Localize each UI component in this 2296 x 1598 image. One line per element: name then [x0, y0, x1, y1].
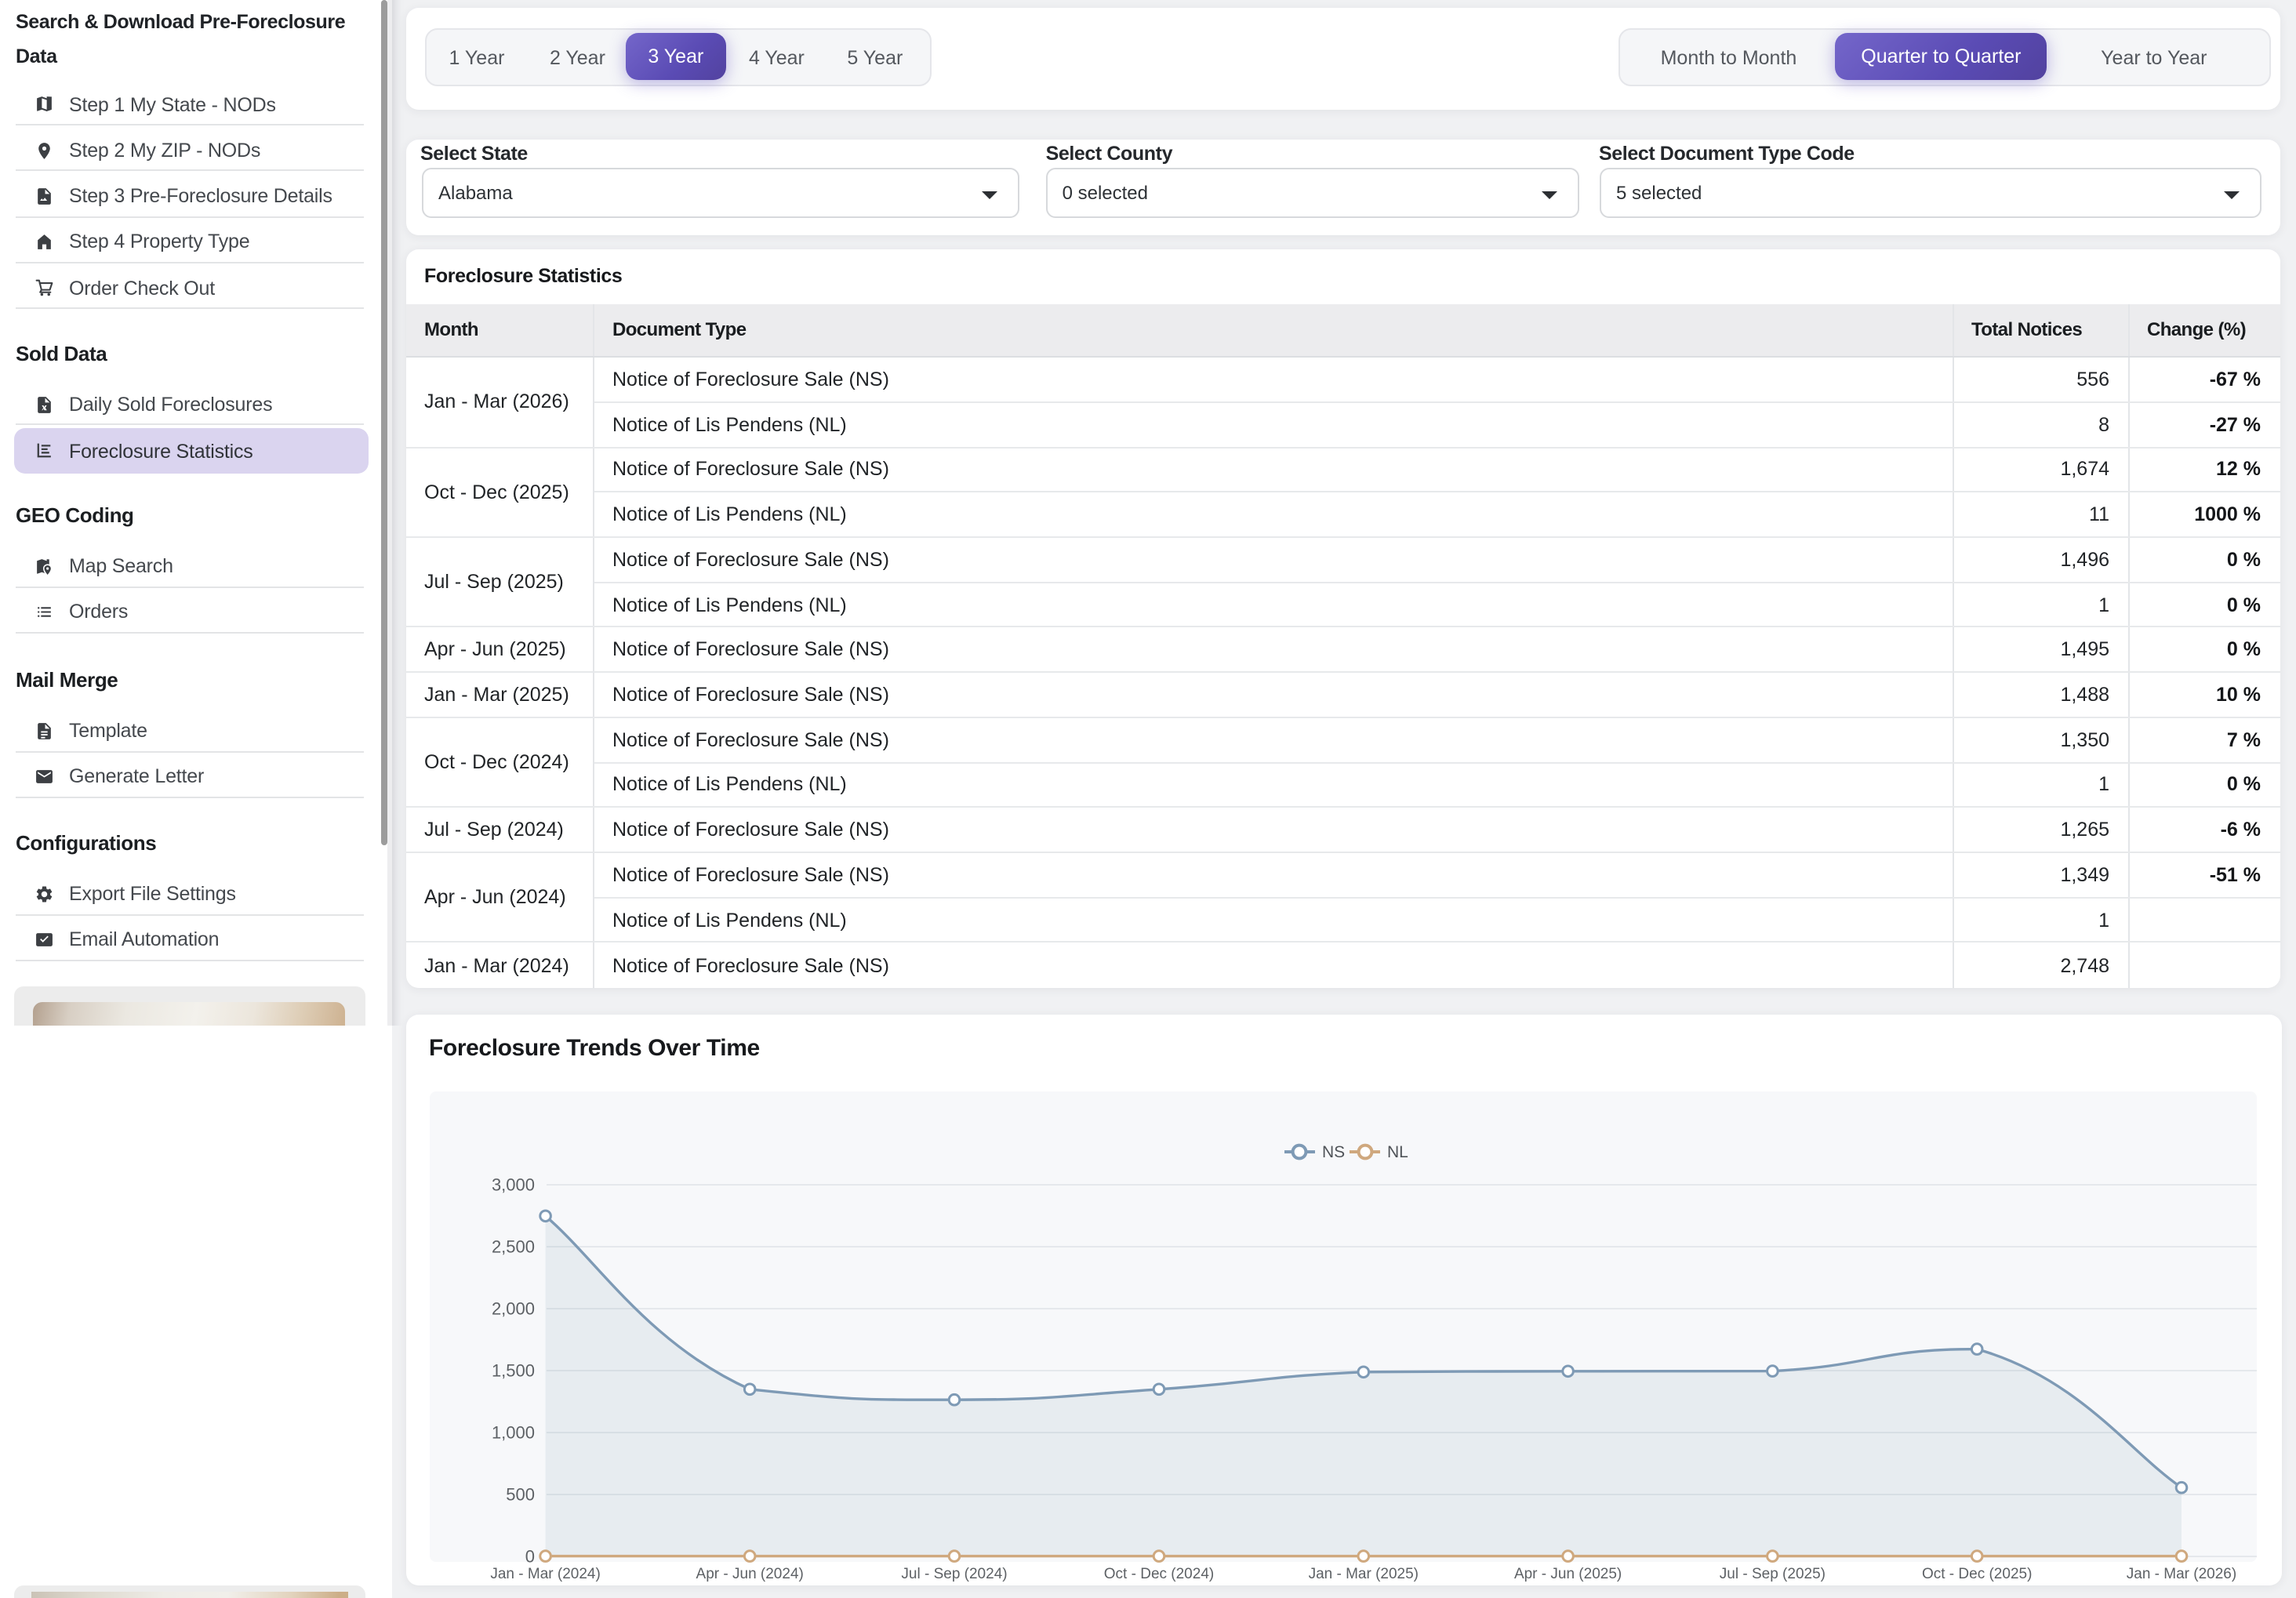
svg-text:3,000: 3,000: [492, 1175, 535, 1194]
svg-text:500: 500: [506, 1484, 535, 1504]
svg-text:Oct - Dec (2025): Oct - Dec (2025): [1922, 1566, 2032, 1582]
svg-text:Jul - Sep (2025): Jul - Sep (2025): [1720, 1566, 1826, 1582]
svg-text:NS: NS: [1322, 1143, 1345, 1161]
svg-text:Jul - Sep (2024): Jul - Sep (2024): [901, 1566, 1007, 1582]
svg-text:2,000: 2,000: [492, 1298, 535, 1318]
svg-text:Oct - Dec (2024): Oct - Dec (2024): [1104, 1566, 1214, 1582]
svg-text:1,000: 1,000: [492, 1422, 535, 1442]
svg-text:Jan - Mar (2025): Jan - Mar (2025): [1309, 1566, 1419, 1582]
svg-text:2,500: 2,500: [492, 1237, 535, 1256]
svg-text:1,500: 1,500: [492, 1360, 535, 1380]
svg-text:0: 0: [525, 1546, 535, 1566]
svg-text:Apr - Jun (2025): Apr - Jun (2025): [1514, 1566, 1622, 1582]
svg-text:Apr - Jun (2024): Apr - Jun (2024): [696, 1566, 804, 1582]
svg-text:NL: NL: [1387, 1143, 1408, 1161]
svg-text:Jan - Mar (2026): Jan - Mar (2026): [2127, 1566, 2236, 1582]
svg-text:Jan - Mar (2024): Jan - Mar (2024): [490, 1566, 600, 1582]
